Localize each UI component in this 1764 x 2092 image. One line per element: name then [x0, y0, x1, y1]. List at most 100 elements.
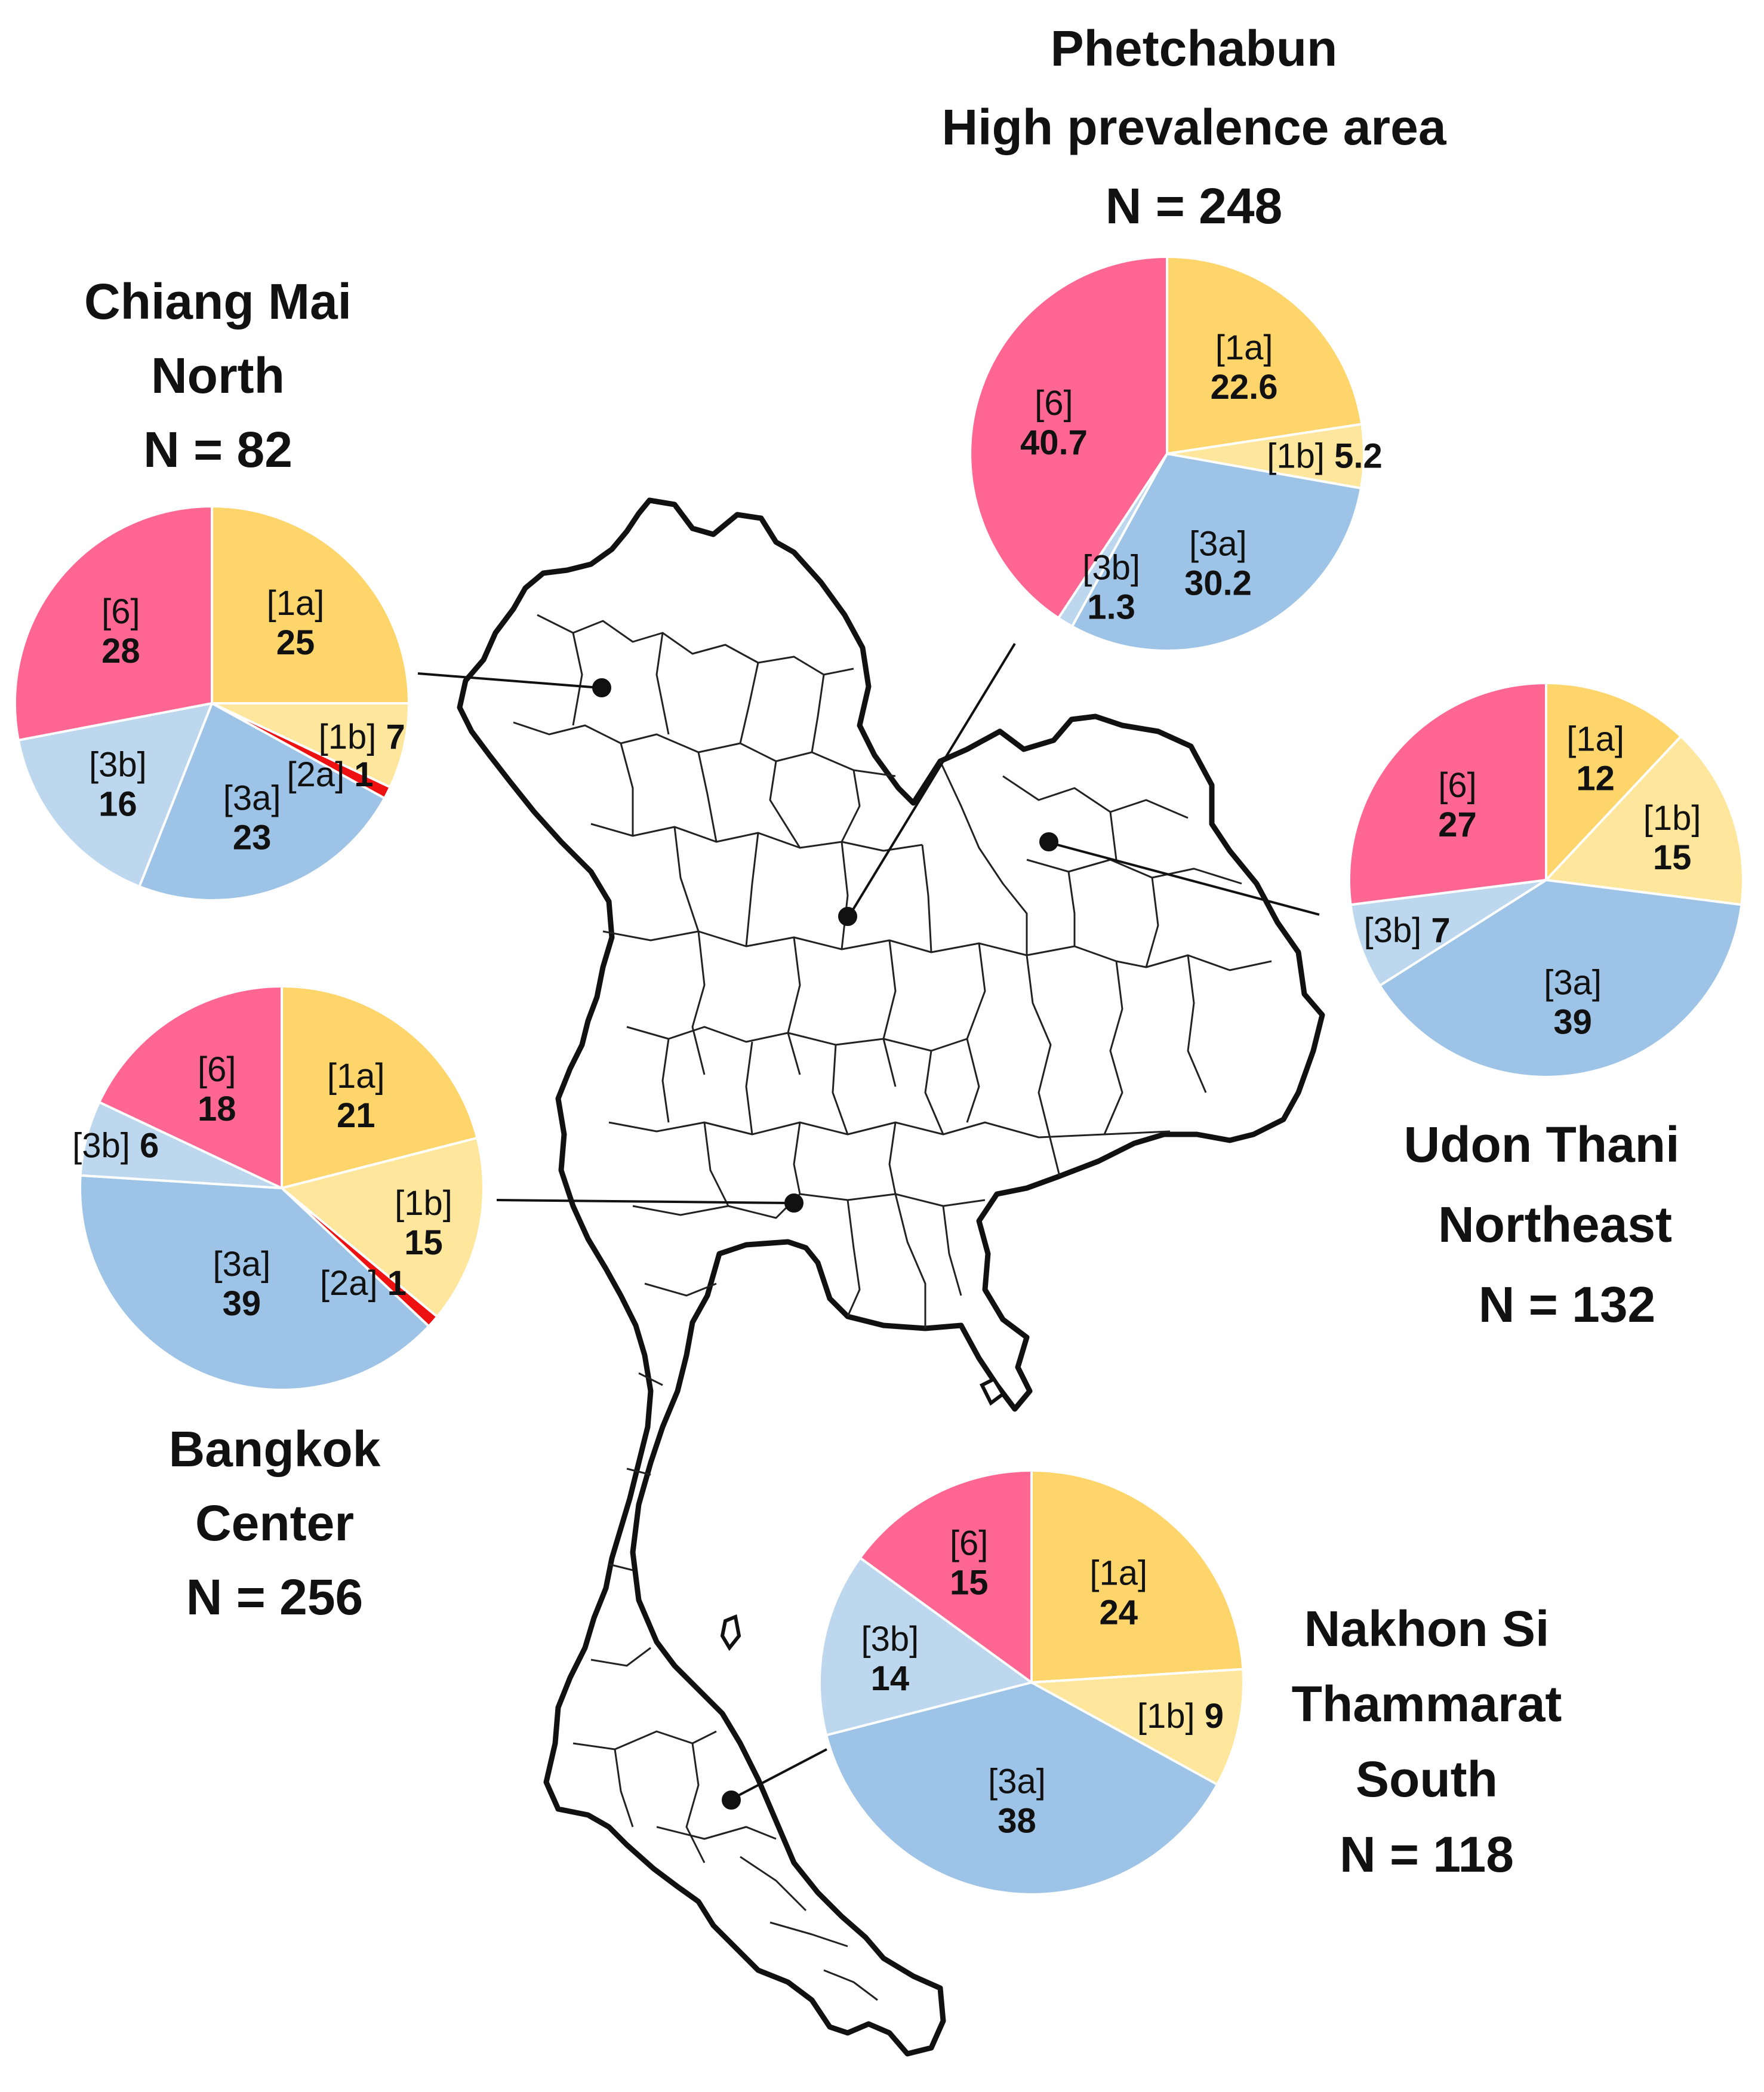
- pie-slice-1a: [281, 985, 479, 1190]
- slice-genotype: [6]: [1438, 766, 1477, 805]
- pie-chiang-mai: [1a] 25[1b] 7[2a] 1[3a] 23[3b] 16[6] 28: [13, 504, 411, 902]
- slice-value: 14: [871, 1659, 910, 1698]
- slice-label-2a: [2a] 1: [320, 1264, 407, 1303]
- slice-value: 1: [354, 755, 373, 794]
- slice-label-3b: [3b] 14: [861, 1620, 919, 1698]
- region-name: Bangkok: [168, 1421, 381, 1477]
- slice-value: 5.2: [1334, 436, 1383, 475]
- sample-size: N = 132: [1478, 1276, 1656, 1333]
- pie-slice-3a: [79, 1174, 431, 1391]
- marker-bangkok: [784, 1193, 804, 1213]
- region-name: Phetchabun: [1050, 20, 1338, 76]
- slice-label-3b: [3b] 1.3: [1082, 549, 1140, 627]
- thailand-province-map: [457, 497, 1325, 2057]
- region-name: Nakhon Si: [1304, 1601, 1550, 1657]
- slice-label-3a: [3a] 38: [988, 1762, 1046, 1841]
- slice-value: 30.2: [1184, 564, 1252, 603]
- slice-genotype: [3a]: [213, 1245, 271, 1284]
- slice-value: 9: [1205, 1697, 1224, 1736]
- pie-slice-3a: [1070, 452, 1363, 653]
- pie-slice-6: [969, 255, 1168, 620]
- slice-value: 38: [998, 1802, 1036, 1841]
- slice-label-2a: [2a] 1: [287, 755, 373, 794]
- region-name: Udon Thani: [1403, 1116, 1680, 1173]
- title-phetchabun: Phetchabun High prevalence area N = 248: [866, 9, 1522, 245]
- sample-size: N = 82: [143, 422, 293, 478]
- islands: [720, 1377, 1005, 1651]
- leader-phetchabun: [849, 642, 1016, 915]
- slice-label-1b: [1b] 5.2: [1267, 436, 1383, 475]
- slice-genotype: [1b]: [1267, 436, 1334, 475]
- thailand-outline: [457, 497, 1325, 2057]
- slice-genotype: [2a]: [287, 755, 354, 794]
- slice-genotype: [1b]: [1643, 799, 1701, 838]
- province-boundaries: [513, 614, 1272, 2001]
- slice-label-6: [6] 27: [1438, 766, 1477, 844]
- slice-label-1a: [1a] 21: [327, 1057, 385, 1135]
- slice-value: 7: [1431, 911, 1450, 950]
- region-subtitle: South: [1356, 1751, 1498, 1807]
- slice-label-1a: [1a] 12: [1566, 719, 1624, 798]
- pie-slice-1a: [1166, 255, 1363, 456]
- slice-genotype: [1b]: [395, 1184, 452, 1223]
- slice-genotype: [1a]: [1566, 719, 1624, 758]
- slice-label-6: [6] 40.7: [1020, 384, 1088, 462]
- slice-genotype: [2a]: [320, 1264, 387, 1303]
- slice-value: 7: [386, 718, 405, 756]
- slice-value: 16: [98, 784, 137, 823]
- slice-value: 12: [1576, 759, 1615, 798]
- pie-slice-6: [97, 985, 283, 1190]
- slice-label-1b: [1b] 15: [395, 1184, 452, 1262]
- slice-label-1a: [1a] 24: [1089, 1554, 1147, 1632]
- slice-value: 40.7: [1020, 423, 1088, 462]
- slice-genotype: [3a]: [1544, 964, 1602, 1002]
- pie-slice-1b: [211, 702, 411, 789]
- slice-genotype: [1a]: [267, 584, 325, 623]
- slice-value: 39: [223, 1284, 261, 1323]
- pie-slice-1b: [1543, 734, 1744, 906]
- slice-label-3b: [3b] 7: [1364, 911, 1451, 950]
- pie-slice-3b: [79, 1100, 282, 1189]
- slice-value: 18: [198, 1090, 236, 1128]
- region-subtitle: Center: [195, 1495, 355, 1551]
- region-subtitle: Northeast: [1437, 1196, 1673, 1253]
- slice-genotype: [3b]: [89, 745, 147, 784]
- title-chiang-mai: Chiang Mai North N = 82: [60, 264, 376, 487]
- title-bangkok: Bangkok Center N = 256: [107, 1412, 442, 1634]
- pie-slice-6: [858, 1469, 1033, 1685]
- slice-value: 1: [387, 1264, 407, 1303]
- slice-genotype: [1a]: [327, 1057, 385, 1096]
- pie-slice-1a: [1545, 681, 1683, 884]
- leader-udon-thani: [1050, 842, 1320, 916]
- sample-size: N = 248: [1105, 178, 1283, 234]
- slice-label-1a: [1a] 22.6: [1211, 328, 1278, 407]
- slice-value: 15: [404, 1223, 443, 1262]
- slice-label-3a: [3a] 23: [223, 779, 281, 857]
- slice-label-1a: [1a] 25: [267, 584, 325, 662]
- pie-slice-3a: [137, 702, 386, 902]
- pie-slice-1a: [211, 504, 411, 704]
- slice-label-3a: [3a] 39: [1544, 964, 1602, 1042]
- pie-slice-3b: [818, 1556, 1035, 1737]
- slice-genotype: [3b]: [1364, 911, 1431, 950]
- slice-value: 23: [233, 818, 272, 857]
- region-name-line2: Thammarat: [1291, 1676, 1562, 1732]
- slice-label-1b: [1b] 15: [1643, 799, 1701, 877]
- slice-genotype: [3b]: [861, 1620, 919, 1659]
- region-subtitle: High prevalence area: [941, 99, 1446, 155]
- slice-value: 25: [276, 623, 315, 662]
- slice-genotype: [3a]: [988, 1762, 1046, 1801]
- pie-nakhon-si-thammarat: [1a] 24 [1b] 9 [3a] 38 [3b] 14 [6] 15: [818, 1469, 1245, 1896]
- marker-chiang-mai: [592, 678, 611, 697]
- slice-genotype: [6]: [950, 1524, 989, 1562]
- leader-bangkok: [496, 1199, 792, 1204]
- pie-slice-1a: [1030, 1469, 1245, 1684]
- marker-nakhon-si-thammarat: [722, 1790, 741, 1810]
- pie-charts: [1a] 25[1b] 7[2a] 1[3a] 23[3b] 16[6] 28[1a] 2…: [13, 255, 1744, 1896]
- slice-genotype: [1b]: [1137, 1697, 1205, 1736]
- slice-label-6: [6] 15: [950, 1524, 989, 1602]
- slice-value: 15: [950, 1563, 989, 1602]
- slice-genotype: [3b]: [1082, 549, 1140, 587]
